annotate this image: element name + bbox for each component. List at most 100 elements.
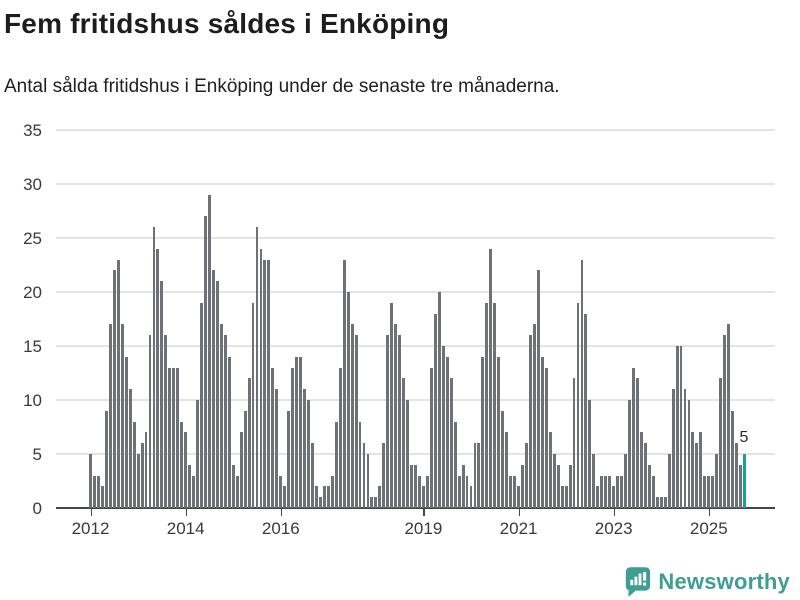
bar: [703, 475, 707, 508]
bar: [239, 432, 243, 508]
logo-bubble-shape: [626, 566, 651, 597]
bar: [687, 400, 691, 508]
y-axis-tick-label: 15: [23, 337, 42, 356]
bar: [374, 497, 378, 508]
gridline-y-15: [56, 345, 775, 347]
bar: [299, 356, 303, 508]
bar: [418, 475, 421, 508]
gridline-y-35: [56, 129, 775, 131]
bar: [180, 421, 184, 508]
bar: [715, 454, 719, 508]
bar: [251, 302, 255, 508]
bar: [303, 389, 306, 508]
bar: [679, 346, 683, 508]
bar: [564, 486, 568, 508]
bar: [568, 464, 572, 508]
x-axis-tick-mark: [708, 508, 711, 516]
bar: [469, 486, 473, 508]
bar: [410, 464, 413, 508]
bar: [576, 302, 580, 508]
bar: [624, 454, 627, 508]
bar: [429, 367, 433, 508]
bar: [556, 464, 560, 508]
bar: [152, 227, 156, 508]
bar: [338, 367, 342, 508]
bar: [196, 400, 199, 508]
bar: [731, 410, 734, 508]
bar: [667, 454, 671, 508]
x-axis-tick-label: 2014: [166, 519, 205, 538]
bar: [93, 475, 96, 508]
bar: [473, 443, 477, 508]
bar: [445, 356, 449, 508]
bar: [739, 464, 742, 508]
bar: [699, 432, 703, 508]
bar: [723, 335, 727, 508]
bar: [100, 486, 104, 508]
bar: [635, 378, 639, 508]
bar: [243, 410, 247, 508]
bar: [620, 475, 624, 508]
bar: [255, 227, 259, 508]
bar: [398, 335, 402, 508]
bar: [612, 486, 616, 508]
y-axis-tick-label: 20: [23, 283, 42, 302]
bar: [346, 292, 350, 508]
bar: [477, 443, 481, 508]
bar: [616, 475, 620, 508]
bar: [521, 464, 524, 508]
bar: [548, 432, 552, 508]
bar: [707, 475, 711, 508]
chart-title: Fem fritidshus såldes i Enköping: [4, 8, 450, 39]
bar: [140, 443, 144, 508]
bar: [124, 356, 128, 508]
bar: [390, 302, 394, 508]
bar: [525, 443, 528, 508]
bar: [421, 486, 425, 508]
x-axis-tick-label: 2019: [404, 519, 443, 538]
bar: [711, 475, 715, 508]
bar: [362, 443, 366, 508]
bar: [97, 475, 100, 508]
bar: [449, 378, 453, 508]
x-axis-tick-label: 2016: [261, 519, 300, 538]
x-axis-tick-mark: [423, 508, 425, 516]
bar: [604, 475, 608, 508]
bar: [552, 454, 556, 508]
bar: [695, 443, 699, 508]
bar: [227, 356, 231, 508]
bar: [580, 259, 584, 508]
bar: [735, 443, 738, 508]
bar: [211, 270, 215, 508]
gridline-y-25: [56, 237, 775, 239]
bar: [354, 335, 358, 508]
y-axis-tick-label: 10: [23, 391, 42, 410]
bar: [172, 367, 176, 508]
bar: [643, 443, 647, 508]
x-axis-tick-label: 2012: [71, 519, 110, 538]
bar: [223, 335, 227, 508]
newsworthy-logo: Newsworthy: [624, 565, 790, 599]
bar: [493, 302, 497, 508]
y-axis-tick-label: 25: [23, 229, 42, 248]
bar: [513, 475, 517, 508]
bar: [406, 400, 410, 508]
bar: [485, 302, 489, 508]
bar: [501, 410, 505, 508]
bar: [600, 475, 604, 508]
bar: [168, 367, 172, 508]
bar: [160, 281, 164, 508]
bar: [311, 443, 314, 508]
bar: [89, 454, 92, 508]
x-axis-tick-label: 2023: [594, 519, 633, 538]
bar: [192, 475, 196, 508]
x-axis-tick-mark: [185, 508, 188, 516]
bar: [457, 475, 461, 508]
bar: [505, 432, 509, 508]
bar: [378, 486, 382, 508]
bar: [112, 270, 116, 508]
bar: [366, 454, 370, 508]
bar: [314, 486, 318, 508]
bar: [291, 367, 295, 508]
